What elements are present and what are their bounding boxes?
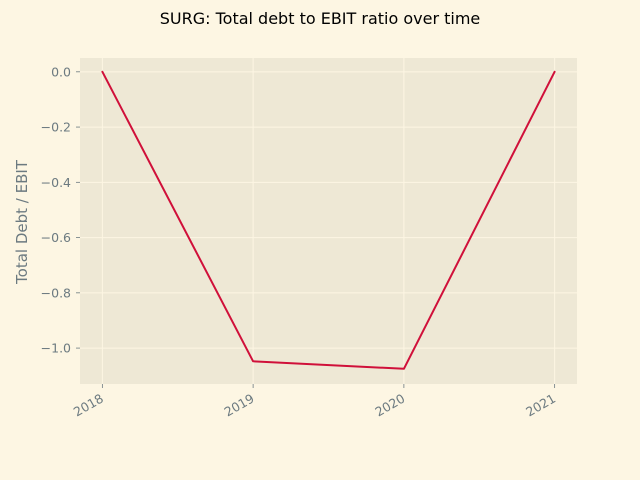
y-tick-label: −0.8 xyxy=(41,285,71,300)
series-line xyxy=(101,70,556,370)
y-tick-label: −0.4 xyxy=(41,175,71,190)
y-tick-label: −0.2 xyxy=(41,120,71,135)
chart-title: SURG: Total debt to EBIT ratio over time xyxy=(160,9,481,28)
y-axis-label: Total Debt / EBIT xyxy=(13,159,31,285)
axes-background xyxy=(80,58,577,384)
y-tick-label: −1.0 xyxy=(41,341,71,356)
y-tick-label: −0.6 xyxy=(41,230,71,245)
y-tick-label: 0.0 xyxy=(51,64,71,79)
